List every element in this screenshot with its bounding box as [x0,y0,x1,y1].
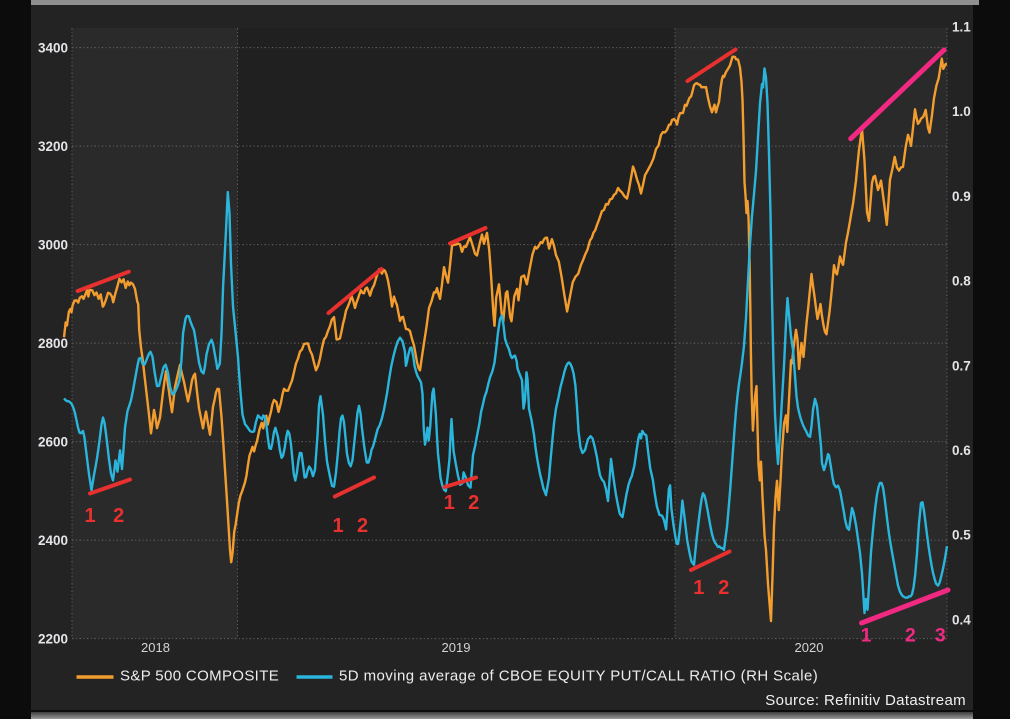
svg-text:0.6: 0.6 [952,443,971,458]
svg-text:1: 1 [693,577,704,599]
svg-text:2: 2 [905,625,916,647]
svg-text:2600: 2600 [38,434,68,449]
svg-text:2018: 2018 [141,640,170,655]
svg-text:3: 3 [935,625,946,647]
svg-text:2020: 2020 [795,640,824,655]
svg-text:0.8: 0.8 [952,274,971,289]
svg-text:0.9: 0.9 [952,189,971,204]
svg-text:2019: 2019 [442,640,471,655]
svg-text:1.0: 1.0 [952,104,971,119]
svg-text:3000: 3000 [38,237,68,252]
svg-text:2: 2 [718,577,729,599]
svg-text:3400: 3400 [38,40,68,55]
svg-text:Source: Refinitiv Datastream: Source: Refinitiv Datastream [765,692,966,709]
svg-text:2800: 2800 [38,336,68,351]
svg-text:5D moving average of CBOE EQUI: 5D moving average of CBOE EQUITY PUT/CAL… [339,668,818,685]
svg-text:3200: 3200 [38,139,68,154]
svg-text:1: 1 [861,625,872,647]
svg-text:1: 1 [332,515,343,537]
svg-text:1: 1 [84,505,95,527]
svg-text:2400: 2400 [38,533,68,548]
svg-text:0.4: 0.4 [952,612,971,627]
svg-text:2: 2 [357,515,368,537]
svg-text:1: 1 [444,492,455,514]
svg-text:2: 2 [468,492,479,514]
svg-text:S&P 500 COMPOSITE: S&P 500 COMPOSITE [120,668,279,685]
svg-text:1.1: 1.1 [952,20,971,35]
svg-text:0.7: 0.7 [952,358,971,373]
svg-text:2: 2 [113,505,124,527]
svg-text:0.5: 0.5 [952,528,971,543]
svg-text:2200: 2200 [38,631,68,646]
